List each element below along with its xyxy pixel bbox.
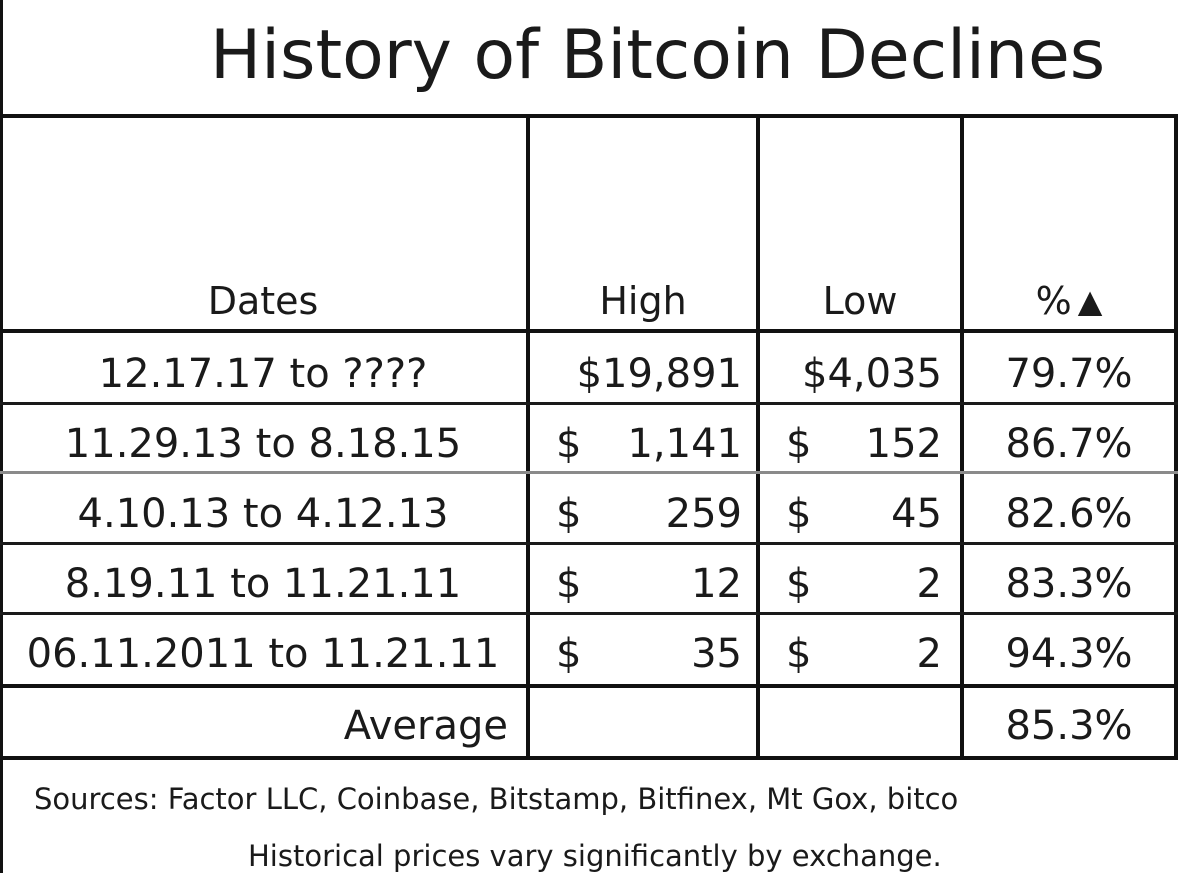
- row-3-high-currency: $: [556, 491, 582, 537]
- footer-top-border: [0, 756, 1178, 760]
- row-5-low-currency: $: [786, 631, 812, 677]
- header-bottom-border: [0, 329, 1178, 333]
- title-row: History of Bitcoin Declines: [0, 0, 1178, 118]
- row-5-pct: 94.3%: [1005, 631, 1133, 677]
- column-divider-high-low: [756, 118, 760, 758]
- row-2-pct: 86.7%: [1005, 421, 1133, 467]
- row-1-dates: 12.17.17 to ????: [98, 351, 428, 397]
- row-3-low-currency: $: [786, 491, 812, 537]
- row-4-high-currency: $: [556, 561, 582, 607]
- table-title: History of Bitcoin Declines: [210, 16, 1106, 95]
- header-high: High: [599, 279, 687, 323]
- header-pct-label: %: [1035, 279, 1072, 323]
- row-4-dates: 8.19.11 to 11.21.11: [64, 561, 462, 607]
- header-low: Low: [822, 279, 898, 323]
- row-divider: [0, 612, 1178, 615]
- average-label: Average: [343, 703, 508, 749]
- row-2-high-currency: $: [556, 421, 582, 467]
- row-3-dates: 4.10.13 to 4.12.13: [77, 491, 449, 537]
- sources-note: Sources: Factor LLC, Coinbase, Bitstamp,…: [34, 782, 959, 816]
- row-2-high: 1,141: [627, 421, 742, 467]
- row-divider: [0, 471, 1178, 474]
- row-divider: [0, 542, 1178, 545]
- header-dates: Dates: [207, 279, 319, 323]
- row-4-high: 12: [691, 561, 742, 607]
- row-4-pct: 83.3%: [1005, 561, 1133, 607]
- row-1-low: $4,035: [802, 351, 942, 397]
- row-5-high: 35: [691, 631, 742, 677]
- row-3-pct: 82.6%: [1005, 491, 1133, 537]
- average-pct: 85.3%: [1005, 703, 1133, 749]
- average-top-border: [0, 684, 1178, 688]
- row-4-low: 2: [916, 561, 942, 607]
- row-4-low-currency: $: [786, 561, 812, 607]
- row-2-low: 152: [865, 421, 942, 467]
- row-3-low: 45: [891, 491, 942, 537]
- row-1-high: $19,891: [576, 351, 742, 397]
- prices-note: Historical prices vary significantly by …: [248, 839, 942, 873]
- row-1-pct: 79.7%: [1005, 351, 1133, 397]
- header-pct: % ▲: [964, 282, 1174, 320]
- row-5-high-currency: $: [556, 631, 582, 677]
- row-3-high: 259: [665, 491, 742, 537]
- decline-triangle-icon: ▲: [1077, 282, 1103, 320]
- row-2-low-currency: $: [786, 421, 812, 467]
- column-divider-dates-high: [526, 118, 530, 758]
- row-2-dates: 11.29.13 to 8.18.15: [64, 421, 462, 467]
- column-divider-low-pct: [960, 118, 964, 758]
- row-divider: [0, 402, 1178, 405]
- row-5-low: 2: [916, 631, 942, 677]
- column-divider-right: [1174, 118, 1178, 758]
- row-5-dates: 06.11.2011 to 11.21.11: [26, 631, 500, 677]
